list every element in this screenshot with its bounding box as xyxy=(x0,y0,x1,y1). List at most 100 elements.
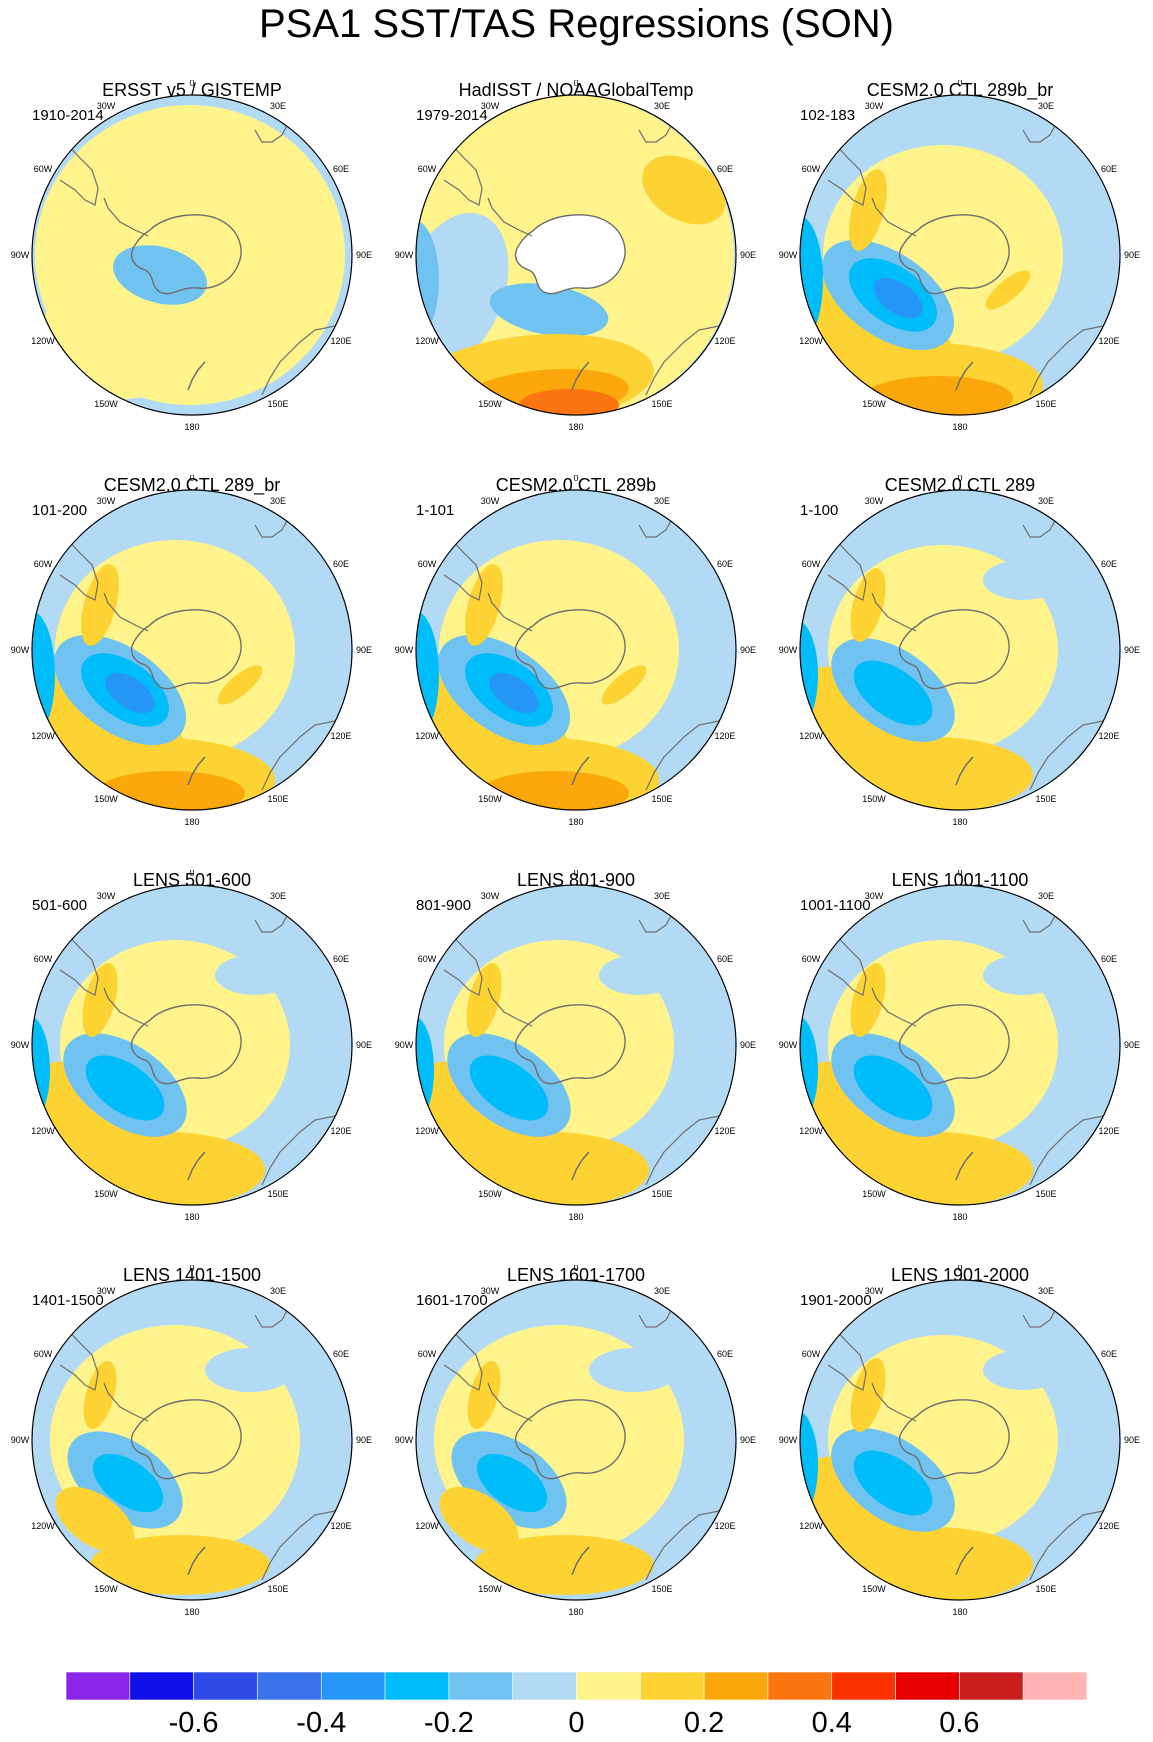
longitude-label: 90W xyxy=(395,645,414,655)
map-boundary xyxy=(799,884,1121,1206)
panel-period: 1979-2014 xyxy=(416,107,488,124)
australia-coastline xyxy=(261,319,352,396)
antarctic-peninsula-coastline xyxy=(871,1382,917,1422)
panel-title: LENS 1901-2000 xyxy=(890,1265,1030,1285)
longitude-label: 150E xyxy=(651,1584,672,1594)
map-boundary xyxy=(799,94,1121,416)
africa-coastline xyxy=(254,119,291,143)
colorbar-swatch xyxy=(703,1671,769,1701)
polar-map: 0 30E 60E 90E 120E 150E 180 150W 120W 90W 60W 30W xyxy=(395,80,756,432)
map-panel: CESM2.0 CTL 289_br 101-200 0 30E 60E 90E 120E 1… xyxy=(0,475,384,871)
longitude-label: 150W xyxy=(862,399,886,409)
longitude-label: 120W xyxy=(799,731,823,741)
longitude-label: 90E xyxy=(740,1435,756,1445)
map-panel: LENS 801-900 801-900 0 30E 60E 90E 120E 150E 180… xyxy=(384,870,768,1266)
panel-title: CESM2.0 CTL 289b_br xyxy=(866,80,1054,100)
polar-map: 0 30E 60E 90E 120E 150E 180 150W 120W 90W 60W 30W xyxy=(11,475,372,827)
field-contour xyxy=(465,564,503,646)
antarctic-peninsula-coastline xyxy=(103,592,149,632)
colorbar-swatch xyxy=(448,1671,513,1701)
longitude-label: 30W xyxy=(865,1286,884,1296)
longitude-label: 0 xyxy=(957,870,962,878)
longitude-label: 60E xyxy=(717,559,733,569)
longitude-label: 0 xyxy=(573,80,578,88)
new-zealand-coastline xyxy=(955,1151,974,1181)
longitude-label: 30W xyxy=(865,891,884,901)
longitude-label: 150E xyxy=(267,794,288,804)
map-panel: CESM2.0 CTL 289 1-100 0 30E 60E 90E 120E 150E 18… xyxy=(768,475,1152,871)
field-contour xyxy=(850,1358,886,1432)
longitude-label: 180 xyxy=(184,1607,199,1617)
longitude-label: 180 xyxy=(568,1607,583,1617)
longitude-label: 60W xyxy=(34,559,53,569)
colorbar-tick-label: -0.4 xyxy=(296,1707,346,1739)
map-boundary xyxy=(31,884,353,1206)
field-contour xyxy=(226,297,314,363)
longitude-label: 120E xyxy=(1098,1126,1119,1136)
field-contour xyxy=(800,1015,818,1125)
longitude-label: 120W xyxy=(799,1521,823,1531)
longitude-label: 30W xyxy=(865,496,884,506)
longitude-label: 150E xyxy=(651,794,672,804)
longitude-label: 90W xyxy=(395,1435,414,1445)
field-contour xyxy=(642,155,726,225)
africa-coastline xyxy=(254,1304,291,1328)
longitude-label: 0 xyxy=(189,1265,194,1273)
longitude-label: 30W xyxy=(481,891,500,901)
longitude-label: 0 xyxy=(189,870,194,878)
longitude-label: 180 xyxy=(952,817,967,827)
longitude-label: 60E xyxy=(333,559,349,569)
longitude-label: 120E xyxy=(1098,336,1119,346)
longitude-label: 150E xyxy=(267,399,288,409)
panel-title: LENS 801-900 xyxy=(516,870,636,890)
map-panel: LENS 1001-1100 1001-1100 0 30E 60E 90E 120E 150… xyxy=(768,870,1152,1266)
antarctic-peninsula-coastline xyxy=(487,592,533,632)
field-contour xyxy=(850,963,886,1037)
longitude-label: 30E xyxy=(654,891,670,901)
longitude-label: 30E xyxy=(654,496,670,506)
longitude-label: 150W xyxy=(478,399,502,409)
longitude-label: 30E xyxy=(1038,101,1054,111)
longitude-label: 150W xyxy=(862,1584,886,1594)
field-shading xyxy=(416,490,736,810)
longitude-label: 60W xyxy=(802,559,821,569)
south-america-coastline xyxy=(59,536,99,601)
map-boundary xyxy=(799,489,1121,811)
longitude-label: 90E xyxy=(356,1040,372,1050)
longitude-label: 30E xyxy=(1038,1286,1054,1296)
longitude-label: 60E xyxy=(1101,954,1117,964)
longitude-label: 90E xyxy=(1124,1040,1140,1050)
field-shading xyxy=(32,95,352,415)
longitude-label: 120W xyxy=(799,336,823,346)
field-shading xyxy=(32,1280,352,1600)
longitude-label: 60E xyxy=(717,954,733,964)
longitude-label: 180 xyxy=(952,1212,967,1222)
field-contour xyxy=(800,1410,818,1520)
longitude-label: 150E xyxy=(651,399,672,409)
panel-title: CESM2.0 CTL 289b xyxy=(495,475,657,495)
field-contour xyxy=(416,1015,434,1125)
field-contour xyxy=(853,660,933,726)
longitude-label: 30W xyxy=(97,1286,116,1296)
field-contour xyxy=(416,610,439,740)
africa-coastline xyxy=(1022,1304,1059,1328)
longitude-label: 60E xyxy=(1101,559,1117,569)
antarctic-peninsula-coastline xyxy=(487,987,533,1027)
map-boundary xyxy=(31,94,353,416)
antarctic-peninsula-coastline xyxy=(103,987,149,1027)
longitude-label: 60W xyxy=(418,954,437,964)
longitude-label: 0 xyxy=(573,870,578,878)
longitude-label: 120W xyxy=(415,336,439,346)
colorbar-swatch xyxy=(895,1671,960,1701)
longitude-label: 150W xyxy=(94,794,118,804)
south-america-coastline xyxy=(443,536,483,601)
longitude-label: 90E xyxy=(740,645,756,655)
longitude-label: 150W xyxy=(478,794,502,804)
field-contour xyxy=(439,1487,519,1553)
new-zealand-coastline xyxy=(571,1151,590,1181)
longitude-label: 0 xyxy=(957,475,962,483)
field-contour xyxy=(850,568,886,642)
new-zealand-coastline xyxy=(955,361,974,391)
antarctica-coastline xyxy=(514,609,626,690)
longitude-label: 120W xyxy=(415,1126,439,1136)
